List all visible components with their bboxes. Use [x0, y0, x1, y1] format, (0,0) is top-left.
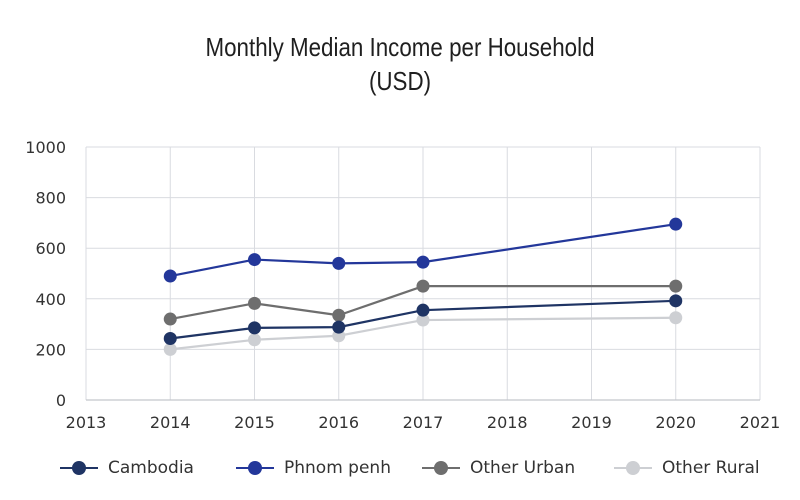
data-point-other-rural — [248, 333, 261, 347]
data-point-phnom-penh — [163, 269, 177, 283]
legend-item-phnom-penh: Phnom penh — [236, 450, 391, 486]
data-point-phnom-penh — [248, 253, 261, 267]
data-point-other-urban — [669, 279, 683, 293]
x-tick-label: 2013 — [66, 413, 107, 432]
data-point-other-urban — [248, 296, 261, 310]
y-tick-label: 0 — [56, 391, 66, 410]
x-tick-label: 2020 — [655, 413, 696, 432]
data-point-cambodia — [248, 321, 261, 335]
legend-swatch-other-rural — [614, 458, 652, 478]
y-tick-label: 400 — [35, 290, 66, 309]
x-tick-label: 2021 — [740, 413, 781, 432]
legend-item-other-urban: Other Urban — [422, 450, 575, 486]
data-point-cambodia — [163, 332, 177, 346]
data-point-cambodia — [416, 303, 430, 317]
line-chart: 2013 2014 2015 2016 2017 2018 2019 2020 2021 0 200… — [25, 138, 781, 432]
legend-swatch-other-urban — [422, 458, 460, 478]
data-point-phnom-penh — [332, 256, 346, 270]
legend-label: Other Urban — [470, 458, 576, 478]
data-point-other-urban — [416, 279, 430, 293]
legend-label: Phnom penh — [284, 458, 391, 478]
x-tick-label: 2015 — [234, 413, 275, 432]
x-tick-label: 2017 — [403, 413, 444, 432]
legend-item-cambodia: Cambodia — [60, 450, 194, 486]
x-tick-label: 2016 — [318, 413, 359, 432]
x-tick-label: 2014 — [150, 413, 191, 432]
chart-legend: Cambodia Phnom penh Other Urban Other Rural — [0, 450, 800, 486]
legend-item-other-rural: Other Rural — [614, 450, 760, 486]
legend-label: Other Rural — [662, 458, 760, 478]
x-tick-label: 2018 — [487, 413, 528, 432]
data-point-other-urban — [163, 312, 177, 326]
data-point-cambodia — [669, 294, 683, 308]
legend-label: Cambodia — [108, 458, 194, 478]
chart-title: Monthly Median Income per Household (USD… — [56, 30, 744, 98]
data-point-phnom-penh — [669, 217, 683, 231]
data-point-cambodia — [332, 320, 346, 334]
y-tick-label: 600 — [35, 239, 66, 258]
legend-swatch-cambodia — [60, 458, 98, 478]
y-tick-label: 1000 — [25, 138, 66, 157]
data-point-other-rural — [669, 311, 683, 325]
y-tick-label: 200 — [35, 340, 66, 359]
data-point-other-urban — [332, 308, 346, 322]
data-point-other-rural — [416, 313, 430, 327]
y-tick-label: 800 — [35, 189, 66, 208]
legend-swatch-phnom-penh — [236, 458, 274, 478]
data-point-phnom-penh — [416, 255, 430, 269]
chart-title-line-2: (USD) — [368, 66, 432, 96]
x-tick-label: 2019 — [571, 413, 612, 432]
data-point-other-rural — [163, 342, 177, 356]
chart-title-line-1: Monthly Median Income per Household — [205, 32, 595, 62]
